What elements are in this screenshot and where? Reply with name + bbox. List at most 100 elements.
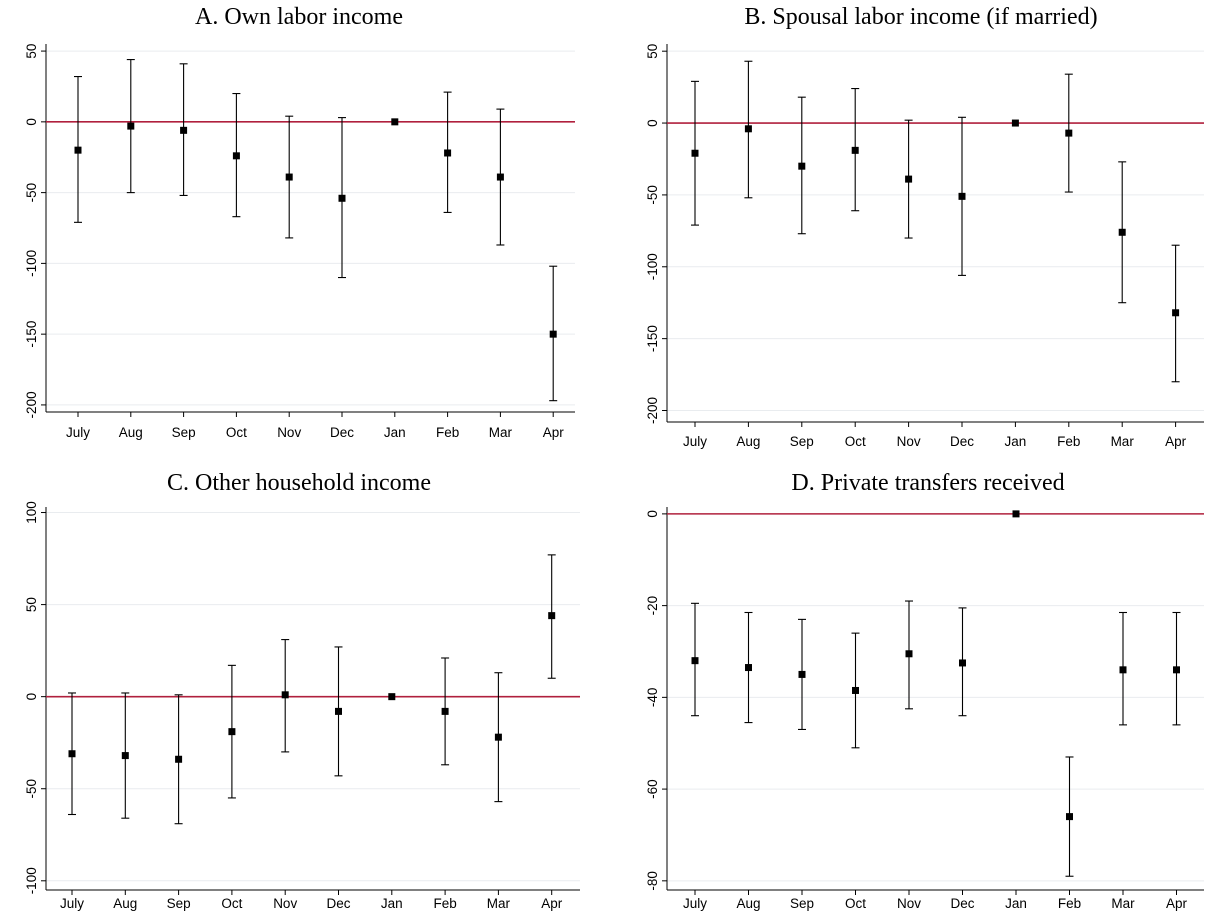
chart-title: B. Spousal labor income (if married) xyxy=(744,4,1097,30)
x-tick-label: Sep xyxy=(167,896,191,911)
x-tick-label: Dec xyxy=(326,896,350,911)
data-point xyxy=(691,149,699,157)
chart-panel-b: B. Spousal labor income (if married) 50 0 -… xyxy=(645,4,1204,449)
y-tick-label: 0 xyxy=(24,693,39,701)
chart-panel-c: C. Other household income 100 50 0 -50 -100 Ju… xyxy=(24,470,580,911)
x-tick-label: Mar xyxy=(487,896,511,911)
y-tick-label: -50 xyxy=(645,185,660,205)
x-tick-label: Oct xyxy=(221,896,242,911)
x-tick-label: Jan xyxy=(1005,896,1027,911)
y-tick-label: -100 xyxy=(645,253,660,280)
data-point xyxy=(121,752,129,760)
y-tick-label: 50 xyxy=(645,44,660,59)
x-tick-label: Aug xyxy=(119,425,143,440)
chart-title: D. Private transfers received xyxy=(791,470,1064,496)
y-tick-label: 0 xyxy=(24,118,39,126)
y-tick-label: -80 xyxy=(645,871,660,891)
data-point xyxy=(905,650,913,658)
x-tick-label: Dec xyxy=(950,896,974,911)
data-point xyxy=(958,192,966,200)
x-tick-label: Nov xyxy=(897,434,921,449)
data-point xyxy=(548,612,556,620)
x-tick-label: Feb xyxy=(1057,434,1080,449)
y-tick-label: -200 xyxy=(24,391,39,418)
data-point xyxy=(549,330,557,338)
chart-title: A. Own labor income xyxy=(195,4,403,30)
x-tick-label: Sep xyxy=(790,896,814,911)
data-point xyxy=(1173,666,1180,674)
x-tick-label: Aug xyxy=(113,896,137,911)
x-tick-label: Dec xyxy=(330,425,354,440)
x-tick-label: Apr xyxy=(1166,896,1188,911)
x-tick-label: Oct xyxy=(845,896,866,911)
x-tick-label: Nov xyxy=(277,425,301,440)
x-tick-label: July xyxy=(683,434,707,449)
data-point xyxy=(745,664,752,672)
x-tick-label: Sep xyxy=(172,425,196,440)
data-point xyxy=(798,670,806,678)
data-point xyxy=(441,707,449,715)
data-point xyxy=(444,149,452,157)
data-point xyxy=(494,733,502,741)
x-tick-label: Mar xyxy=(1111,434,1135,449)
data-point xyxy=(68,750,76,758)
data-point xyxy=(744,125,752,133)
y-tick-label: -50 xyxy=(24,779,39,799)
y-tick-label: -20 xyxy=(645,596,660,616)
data-point xyxy=(175,755,183,763)
data-point xyxy=(338,194,346,202)
x-tick-label: July xyxy=(683,896,707,911)
x-tick-label: Feb xyxy=(433,896,456,911)
x-tick-label: Oct xyxy=(845,434,866,449)
x-tick-label: Nov xyxy=(897,896,921,911)
y-tick-label: 0 xyxy=(645,119,660,127)
data-point xyxy=(285,173,293,181)
data-point xyxy=(281,691,289,699)
data-point xyxy=(1065,129,1073,137)
y-tick-label: -150 xyxy=(645,325,660,352)
y-tick-label: 100 xyxy=(24,501,39,524)
x-tick-label: Feb xyxy=(436,425,459,440)
y-tick-label: 50 xyxy=(24,597,39,612)
y-tick-label: -100 xyxy=(24,867,39,894)
x-tick-label: Feb xyxy=(1058,896,1081,911)
data-point xyxy=(1118,228,1126,236)
x-tick-label: Dec xyxy=(950,434,974,449)
data-point xyxy=(851,146,859,154)
x-tick-label: Apr xyxy=(541,896,563,911)
x-tick-label: Aug xyxy=(736,896,760,911)
x-tick-label: Aug xyxy=(736,434,760,449)
chart-title: C. Other household income xyxy=(167,470,431,496)
y-tick-label: -40 xyxy=(645,688,660,708)
x-tick-label: Nov xyxy=(273,896,297,911)
data-point xyxy=(1119,666,1127,674)
chart-panel-d: D. Private transfers received 0 -20 -40 -60 -… xyxy=(645,470,1204,911)
data-point xyxy=(798,162,806,170)
data-point xyxy=(905,175,913,183)
x-tick-label: Jan xyxy=(384,425,406,440)
data-point xyxy=(391,118,399,126)
data-point xyxy=(74,146,82,154)
y-tick-label: -150 xyxy=(24,321,39,348)
x-tick-label: Mar xyxy=(489,425,513,440)
data-point xyxy=(127,122,135,130)
x-tick-label: Mar xyxy=(1111,896,1135,911)
data-point xyxy=(496,173,504,181)
y-tick-label: -60 xyxy=(645,779,660,799)
chart-panel-a: A. Own labor income 50 0 -50 -100 -150 -200 Jul… xyxy=(24,4,575,440)
y-tick-label: 0 xyxy=(645,510,660,518)
data-point xyxy=(232,152,240,160)
data-point xyxy=(180,126,188,134)
data-point xyxy=(1011,119,1019,127)
x-tick-label: Jan xyxy=(381,896,403,911)
x-tick-label: Apr xyxy=(543,425,565,440)
x-tick-label: Jan xyxy=(1005,434,1027,449)
y-tick-label: 50 xyxy=(24,44,39,59)
x-tick-label: July xyxy=(60,896,84,911)
y-tick-label: -100 xyxy=(24,250,39,277)
x-tick-label: July xyxy=(66,425,90,440)
data-point xyxy=(335,707,342,715)
data-point xyxy=(691,657,699,665)
x-tick-label: Apr xyxy=(1165,434,1187,449)
